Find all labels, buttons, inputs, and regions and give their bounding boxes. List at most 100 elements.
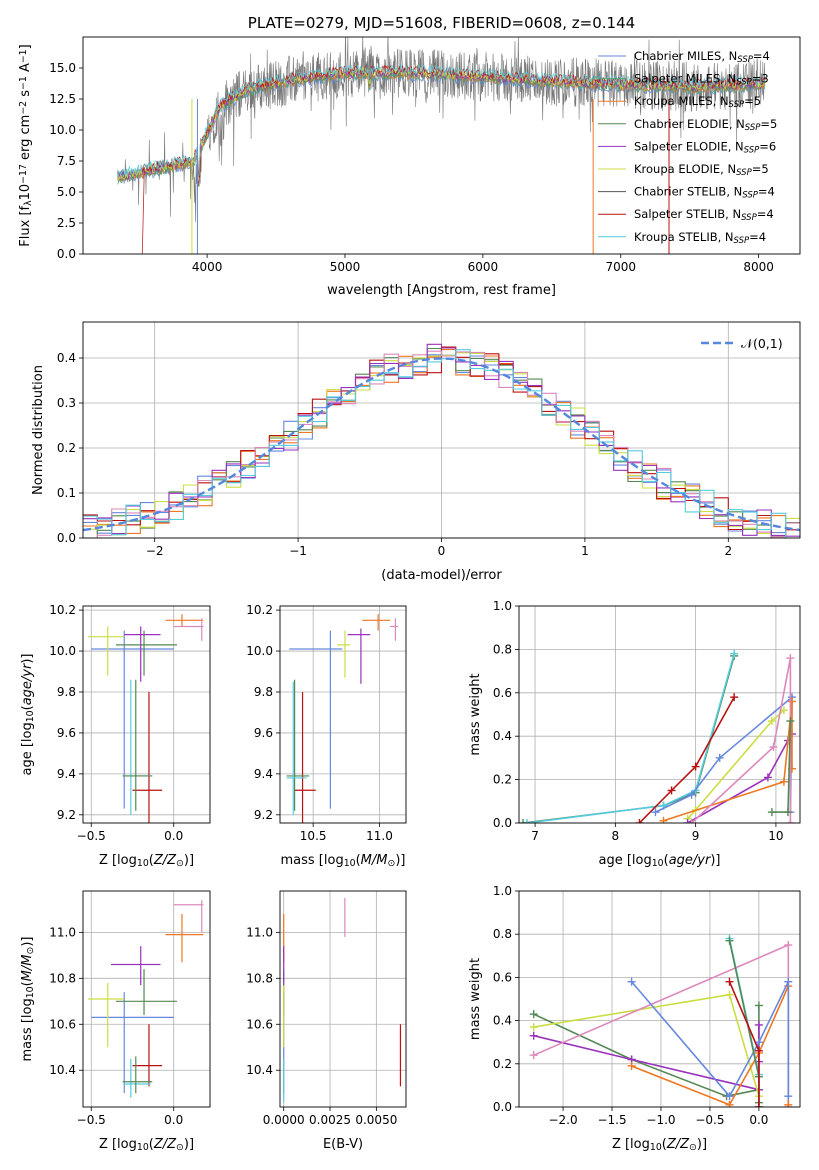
- legend-label: Salpeter STELIB, NSSP=4: [634, 207, 774, 223]
- panel-weight-vs-Z: −2.0 −1.5 −1.0 −0.5 0.0 0.0 0.2 0.4 0.6 0.8 1.0 mas…: [468, 884, 801, 1153]
- y-axis-label: age [log10(age/yr)]: [20, 653, 36, 775]
- legend-label: Chabrier STELIB, NSSP=4: [634, 185, 775, 201]
- weight-marker: [651, 808, 660, 817]
- weight-marker: [725, 990, 734, 999]
- plot-area-age-vs-Z: [87, 614, 204, 823]
- y-tick-label: 0.0: [493, 1100, 512, 1114]
- y-tick-label: 0.4: [493, 1014, 512, 1028]
- y-axis-label: mass weight: [468, 958, 483, 1040]
- weight-marker: [784, 941, 793, 949]
- observed-spectrum-line: [117, 37, 766, 223]
- x-tick-label: 0.0000: [263, 1113, 305, 1127]
- axes-frame: [82, 890, 211, 1108]
- weight-marker: [725, 1092, 734, 1101]
- y-tick-label: 0.8: [493, 927, 512, 941]
- data-point: [115, 969, 178, 1016]
- y-tick-label: 10.6: [49, 1017, 76, 1031]
- y-tick-label: 2.5: [57, 216, 76, 230]
- data-point: [173, 618, 204, 641]
- x-tick-label: 8: [612, 829, 620, 843]
- y-tick-label: 0.6: [493, 686, 512, 700]
- weight-marker: [725, 1100, 734, 1107]
- data-point: [132, 1024, 163, 1087]
- legend-label: Chabrier ELODIE, NSSP=5: [634, 117, 777, 133]
- normal-curve: [83, 357, 800, 532]
- x-axis-label: mass [log10(M/M⊙)]: [281, 853, 406, 869]
- data-point: [87, 626, 125, 676]
- x-tick-label: −0.5: [77, 1113, 106, 1127]
- weight-marker: [519, 819, 528, 823]
- y-tick-label: 0.8: [493, 642, 512, 656]
- legend-label: Kroupa ELODIE, NSSP=5: [634, 162, 769, 178]
- weight-marker: [767, 717, 776, 726]
- y-axis-label: Normed distribution: [31, 365, 46, 495]
- y-tick-label: 10.4: [246, 1063, 273, 1077]
- weight-marker: [783, 808, 792, 817]
- data-point: [111, 946, 161, 986]
- x-tick-label: −0.5: [695, 1113, 724, 1127]
- weight-marker: [687, 819, 696, 823]
- weight-marker: [635, 819, 644, 823]
- axes-frame: [518, 605, 801, 824]
- axes-frame: [82, 321, 801, 539]
- weight-marker: [725, 977, 734, 986]
- legend-label: Salpeter MILES, NSSP=3: [634, 72, 769, 88]
- weight-line-1: [533, 1024, 760, 1091]
- x-axis-label: Z [log10(Z/Z⊙)]: [99, 853, 194, 869]
- x-axis-label: Z [log10(Z/Z⊙)]: [612, 1137, 707, 1153]
- data-point: [165, 913, 204, 963]
- weight-marker: [687, 790, 696, 799]
- data-point: [91, 992, 174, 1094]
- y-tick-label: 0.0: [57, 247, 76, 261]
- panel-weight-vs-age: 7 8 9 10 0.0 0.2 0.4 0.6 0.8 1.0 mass weight age [l…: [468, 599, 801, 869]
- y-tick-label: 11.0: [246, 925, 273, 939]
- axes-frame: [82, 36, 801, 255]
- weight-marker: [715, 753, 724, 762]
- legend-label: 𝒩(0,1): [741, 336, 783, 351]
- weight-marker: [784, 1100, 793, 1107]
- panel-residuals: −2 −1 0 1 2 0.0 0.1 0.2 0.3 0.4 (data-model)/error…: [31, 321, 801, 583]
- legend-label: Kroupa MILES, NSSP=5: [634, 94, 761, 110]
- x-tick-label: 2: [724, 544, 732, 558]
- plot-area-mass-vs-EBV: [283, 897, 402, 1103]
- y-tick-label: 10.2: [49, 603, 76, 617]
- y-tick-label: 0.2: [57, 441, 76, 455]
- y-tick-label: 10.2: [246, 603, 273, 617]
- y-tick-label: 9.8: [254, 685, 273, 699]
- x-tick-label: 10.5: [300, 829, 327, 843]
- y-tick-label: 5.0: [57, 185, 76, 199]
- x-tick-label: 8000: [743, 260, 774, 274]
- y-tick-label: 0.0: [57, 531, 76, 545]
- weight-line-1: [526, 653, 735, 823]
- data-point: [286, 679, 310, 811]
- data-point: [294, 691, 316, 823]
- x-axis-label: wavelength [Angstrom, rest frame]: [327, 283, 556, 298]
- x-tick-label: 9: [692, 829, 700, 843]
- weight-marker: [754, 1038, 763, 1047]
- data-point: [122, 1056, 153, 1094]
- y-tick-label: 12.5: [49, 92, 76, 106]
- weight-marker: [659, 816, 668, 823]
- y-tick-label: 0.2: [493, 773, 512, 787]
- y-tick-label: 0.3: [57, 396, 76, 410]
- weight-marker: [529, 1031, 538, 1040]
- y-tick-label: 0.2: [493, 1057, 512, 1071]
- data-point: [286, 681, 307, 815]
- x-tick-label: −2.0: [548, 1113, 577, 1127]
- x-tick-label: 0.0050: [355, 1113, 397, 1127]
- data-point: [122, 679, 153, 811]
- data-point: [337, 630, 351, 678]
- x-tick-label: −1.0: [646, 1113, 675, 1127]
- weight-marker: [523, 819, 532, 823]
- y-tick-label: 7.5: [57, 154, 76, 168]
- y-tick-label: 1.0: [493, 599, 512, 613]
- plot-area-spectrum: [117, 37, 766, 254]
- weight-marker: [769, 743, 778, 752]
- x-tick-label: 7: [531, 829, 539, 843]
- data-point: [124, 679, 151, 815]
- weight-marker: [779, 777, 788, 786]
- weight-marker: [667, 786, 676, 795]
- data-point: [289, 630, 343, 809]
- data-point: [91, 630, 174, 809]
